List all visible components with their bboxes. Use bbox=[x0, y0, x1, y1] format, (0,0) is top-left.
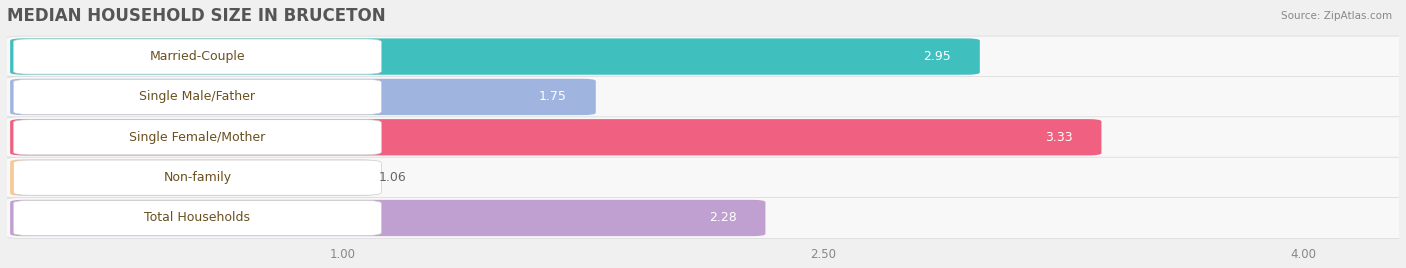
FancyBboxPatch shape bbox=[10, 79, 596, 115]
Text: 2.95: 2.95 bbox=[924, 50, 950, 63]
Text: Single Male/Father: Single Male/Father bbox=[139, 90, 256, 103]
FancyBboxPatch shape bbox=[4, 117, 1406, 158]
FancyBboxPatch shape bbox=[10, 159, 375, 196]
FancyBboxPatch shape bbox=[4, 76, 1406, 117]
FancyBboxPatch shape bbox=[13, 120, 381, 155]
Text: Married-Couple: Married-Couple bbox=[149, 50, 245, 63]
Text: Non-family: Non-family bbox=[163, 171, 232, 184]
Text: Source: ZipAtlas.com: Source: ZipAtlas.com bbox=[1281, 11, 1392, 21]
FancyBboxPatch shape bbox=[4, 36, 1406, 77]
Text: Single Female/Mother: Single Female/Mother bbox=[129, 131, 266, 144]
Text: 3.33: 3.33 bbox=[1045, 131, 1073, 144]
Text: 1.75: 1.75 bbox=[538, 90, 567, 103]
FancyBboxPatch shape bbox=[13, 200, 381, 236]
Text: MEDIAN HOUSEHOLD SIZE IN BRUCETON: MEDIAN HOUSEHOLD SIZE IN BRUCETON bbox=[7, 7, 385, 25]
FancyBboxPatch shape bbox=[10, 38, 980, 75]
FancyBboxPatch shape bbox=[10, 119, 1101, 155]
FancyBboxPatch shape bbox=[13, 79, 381, 114]
FancyBboxPatch shape bbox=[10, 200, 765, 236]
FancyBboxPatch shape bbox=[4, 157, 1406, 198]
Text: 2.28: 2.28 bbox=[709, 211, 737, 225]
Text: 1.06: 1.06 bbox=[378, 171, 406, 184]
Text: Total Households: Total Households bbox=[145, 211, 250, 225]
FancyBboxPatch shape bbox=[13, 160, 381, 195]
FancyBboxPatch shape bbox=[4, 198, 1406, 239]
FancyBboxPatch shape bbox=[13, 39, 381, 74]
